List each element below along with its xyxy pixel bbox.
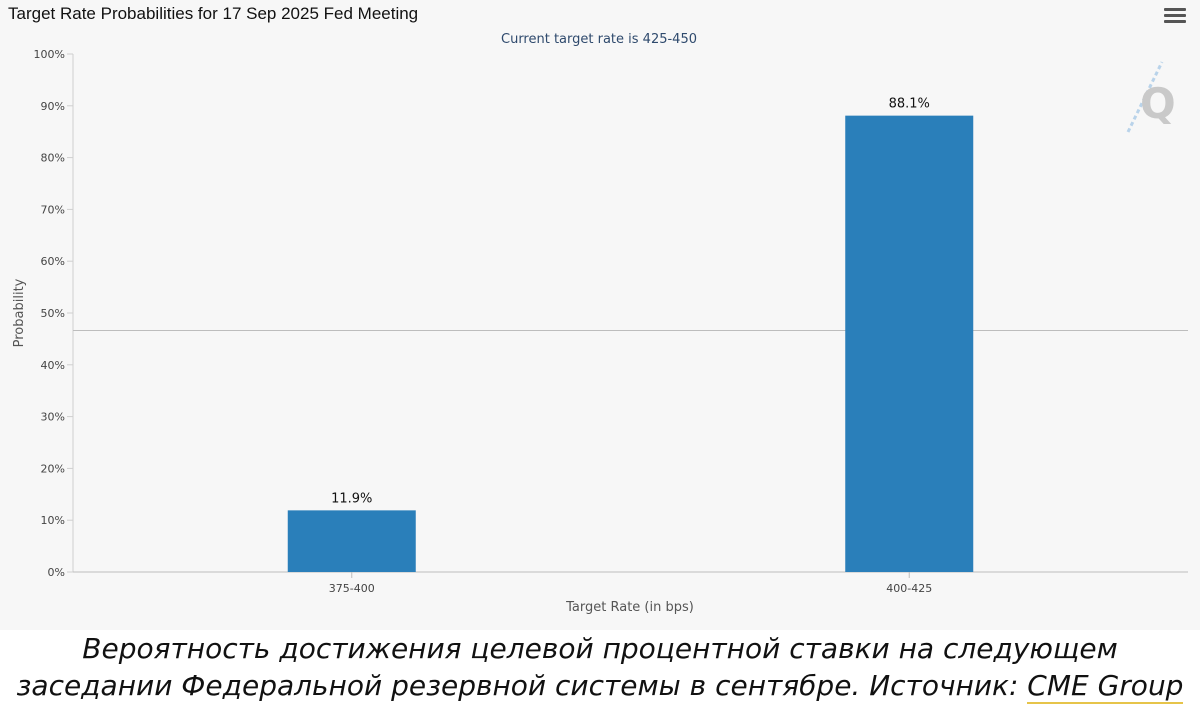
y-tick-label: 10% (41, 514, 65, 527)
caption-text: Вероятность достижения целевой процентно… (16, 632, 1118, 702)
y-tick-label: 50% (41, 307, 65, 320)
svg-text:Q: Q (1140, 79, 1176, 128)
y-tick-label: 30% (41, 411, 65, 424)
y-tick-label: 100% (34, 48, 65, 61)
hamburger-menu-icon[interactable] (1164, 8, 1186, 26)
x-tick-label-375-400: 375-400 (329, 582, 375, 595)
y-tick-label: 20% (41, 462, 65, 475)
data-label-400-425: 88.1% (889, 97, 930, 112)
chart-subtitle: Current target rate is 425-450 (501, 32, 697, 47)
source-link[interactable]: CME Group (1027, 669, 1184, 704)
quikstrike-q-logo-icon: Q (1126, 61, 1176, 133)
y-tick-label: 40% (41, 359, 65, 372)
chart-title: Target Rate Probabilities for 17 Sep 202… (8, 4, 419, 23)
bar-375-400 (287, 510, 416, 572)
y-tick-label: 60% (41, 255, 65, 268)
y-axis-title: Probability (12, 278, 27, 347)
y-tick-label: 90% (41, 100, 65, 113)
x-tick-label-400-425: 400-425 (886, 582, 932, 595)
bar-400-425 (845, 115, 974, 572)
y-tick-label: 80% (41, 152, 65, 165)
chart-panel: Q 0% 10% 20% 30% 40% 50% 60% 70% 80% 90% 100% 11.9% 3… (8, 4, 1188, 615)
figure-caption: Вероятность достижения целевой процентно… (0, 630, 1200, 705)
y-tick-label: 70% (41, 203, 65, 216)
y-tick-label: 0% (48, 566, 65, 579)
data-label-375-400: 11.9% (331, 491, 372, 506)
bar-chart: Q 0% 10% 20% 30% 40% 50% 60% 70% 80% 90% 100% 11.9% 3… (12, 32, 1188, 615)
x-axis-title: Target Rate (in bps) (565, 600, 694, 615)
